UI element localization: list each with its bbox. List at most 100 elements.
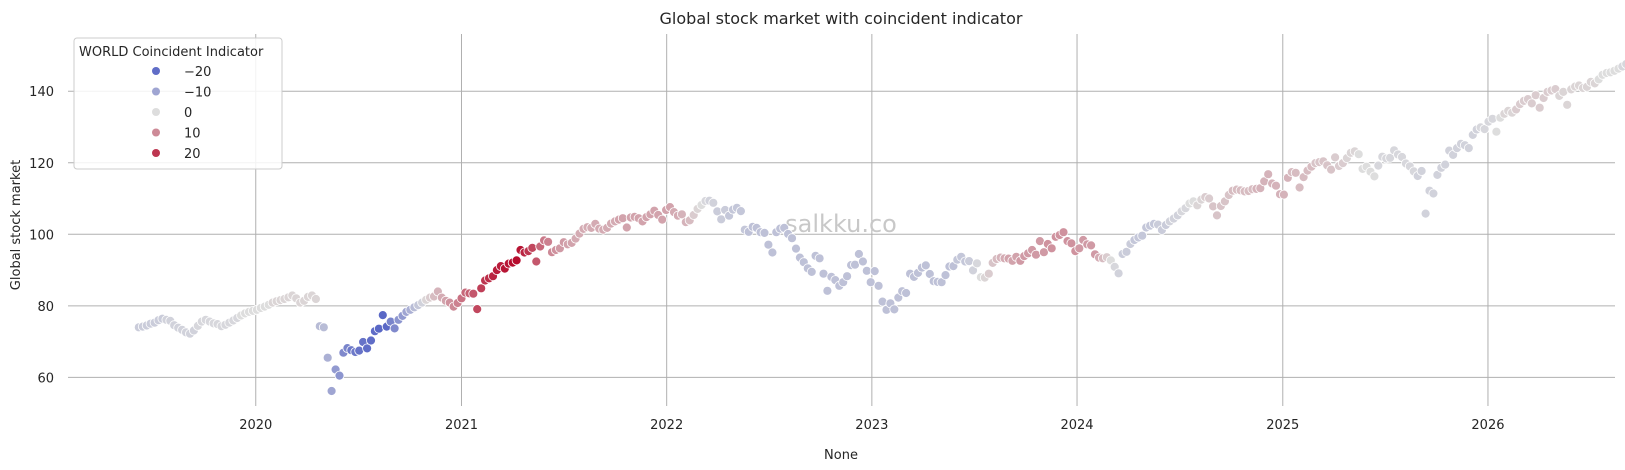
data-point	[1137, 230, 1148, 241]
data-point	[920, 260, 931, 271]
legend-label: 10	[184, 127, 201, 142]
watermark: salkku.co	[785, 210, 897, 238]
data-point	[767, 247, 778, 258]
data-point	[1330, 152, 1340, 163]
y-tick-label: 120	[29, 157, 54, 172]
data-point	[389, 323, 400, 334]
data-point	[708, 197, 719, 208]
data-point	[1479, 124, 1490, 135]
data-point	[1046, 243, 1057, 254]
legend-marker	[152, 67, 160, 75]
data-point	[854, 249, 864, 259]
data-point	[877, 296, 888, 307]
data-point	[310, 294, 321, 304]
data-point	[972, 258, 982, 269]
data-point	[814, 253, 825, 264]
data-point	[1204, 193, 1214, 204]
data-point	[940, 270, 951, 281]
data-point	[1074, 243, 1085, 254]
data-point	[1039, 247, 1049, 258]
x-tick-label: 2026	[1471, 418, 1504, 433]
x-tick-label: 2021	[445, 418, 478, 433]
chart-title: Global stock market with coincident indi…	[660, 9, 1023, 28]
data-point	[1420, 208, 1431, 219]
y-tick-label: 100	[29, 228, 54, 243]
data-point	[1121, 246, 1132, 257]
data-point	[1491, 126, 1502, 137]
y-axis-title: Global stock market	[9, 160, 24, 290]
data-point	[326, 386, 337, 396]
data-point	[806, 266, 817, 277]
y-tick-label: 60	[37, 371, 54, 386]
data-point	[527, 242, 538, 253]
x-tick-label: 2025	[1266, 418, 1299, 433]
data-point	[1440, 159, 1451, 170]
data-point	[1326, 164, 1336, 175]
data-point	[1373, 160, 1384, 171]
x-tick-label: 2020	[239, 418, 272, 433]
legend-label: 20	[184, 147, 201, 162]
data-point	[869, 266, 880, 277]
legend-title: WORLD Coincident Indicator	[79, 45, 264, 60]
data-point	[1294, 182, 1305, 193]
legend-marker	[152, 108, 160, 116]
data-point	[1086, 240, 1096, 251]
data-point	[322, 352, 333, 363]
data-point	[468, 288, 479, 299]
data-point	[1113, 268, 1124, 279]
data-point	[366, 335, 376, 346]
data-point	[1463, 143, 1474, 154]
legend-marker	[152, 149, 160, 157]
data-point	[1058, 227, 1069, 238]
data-point	[842, 271, 852, 282]
data-point	[889, 304, 900, 315]
legend-label: 0	[184, 106, 192, 121]
y-tick-label: 140	[29, 85, 54, 100]
data-point	[759, 227, 770, 238]
data-point	[1428, 188, 1439, 199]
data-point	[1369, 171, 1380, 182]
data-point	[1562, 99, 1573, 110]
data-point	[677, 209, 687, 220]
data-point	[1263, 169, 1274, 180]
y-axis-ticks: 60 80 100 120 140	[29, 85, 54, 386]
legend-entries: −20 −10 0 10 20	[152, 65, 211, 162]
x-tick-label: 2023	[855, 418, 888, 433]
data-point	[1271, 180, 1281, 191]
legend-label: −20	[184, 65, 211, 80]
data-point	[1526, 98, 1537, 109]
legend-marker	[152, 87, 160, 96]
data-point	[511, 255, 522, 266]
legend-label: −10	[184, 86, 211, 101]
legend-box	[73, 37, 283, 170]
data-point	[1066, 238, 1077, 249]
data-point	[334, 370, 345, 381]
data-point	[822, 285, 833, 296]
data-point	[657, 214, 668, 225]
data-point	[318, 322, 329, 333]
data-point	[621, 222, 632, 233]
data-point	[901, 288, 911, 298]
data-point	[1290, 167, 1301, 178]
data-point	[791, 243, 801, 254]
data-point	[1534, 102, 1545, 113]
x-axis-ticks: 2020 2021 2022 2023 2024 2025 2026	[239, 418, 1504, 433]
data-point	[472, 304, 483, 315]
x-tick-label: 2024	[1060, 418, 1093, 433]
data-point	[1621, 59, 1625, 69]
data-point	[476, 283, 487, 294]
scatter-points	[133, 59, 1625, 396]
data-point	[543, 236, 553, 247]
data-point	[531, 256, 542, 267]
x-tick-label: 2022	[650, 418, 683, 433]
data-point	[1212, 210, 1222, 221]
legend: WORLD Coincident Indicator −20 −10 0 10 20	[73, 37, 283, 170]
data-point	[858, 256, 868, 267]
data-point	[983, 268, 994, 279]
data-point	[1279, 189, 1289, 200]
data-point	[1416, 166, 1427, 176]
data-point	[377, 310, 388, 321]
data-point	[716, 214, 727, 225]
y-tick-label: 80	[37, 300, 54, 315]
